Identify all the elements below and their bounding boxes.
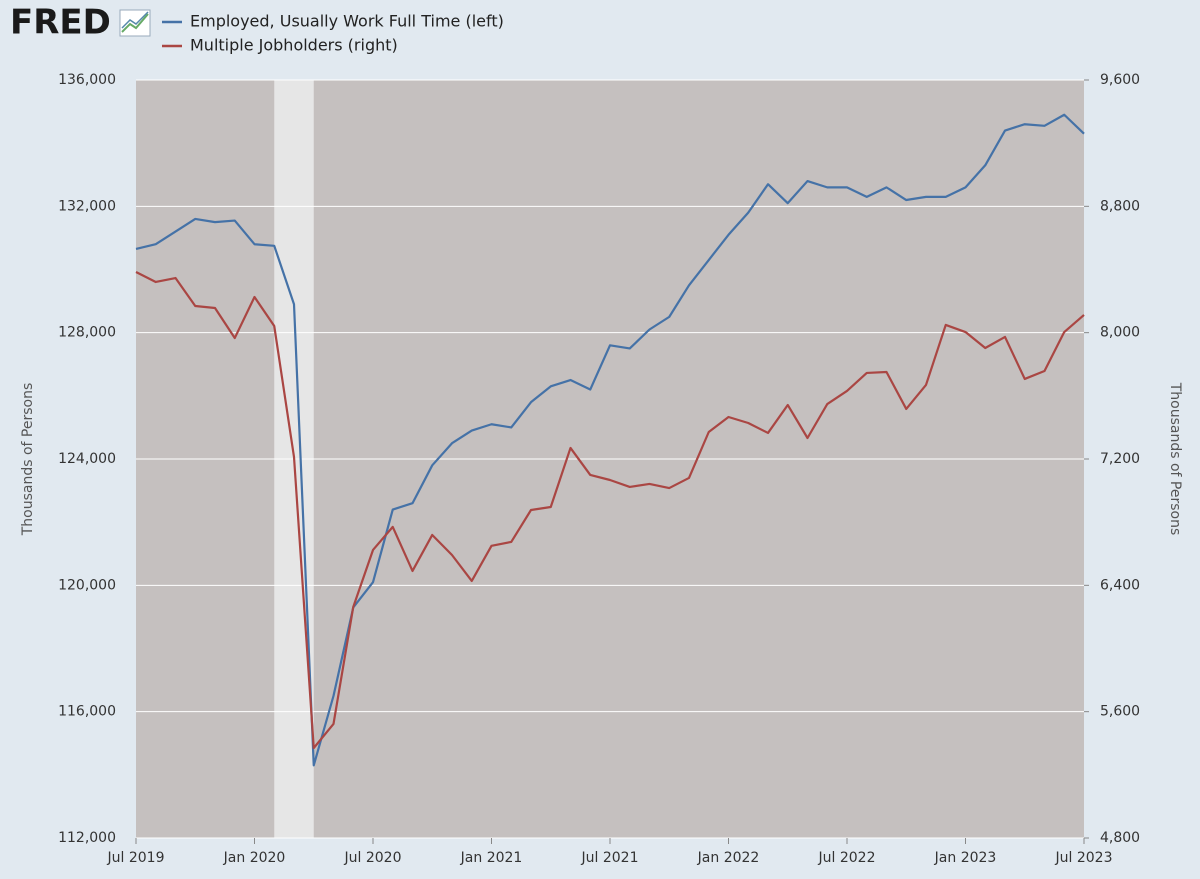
logo: FRED — [10, 3, 111, 43]
y-tick-label: 128,000 — [58, 325, 116, 341]
x-tick-label: Jan 2022 — [697, 850, 760, 866]
x-tick-label: Jul 2022 — [818, 850, 876, 866]
x-tick-label: Jul 2023 — [1055, 850, 1113, 866]
y2-tick-label: 8,800 — [1100, 198, 1140, 214]
y2-axis-label: Thousands of Persons — [1167, 382, 1183, 536]
x-tick-label: Jan 2020 — [223, 850, 286, 866]
y2-tick-label: 9,600 — [1100, 72, 1140, 88]
y-tick-label: 132,000 — [58, 198, 116, 214]
legend-label: Employed, Usually Work Full Time (left) — [190, 12, 504, 31]
y-tick-label: 124,000 — [58, 451, 116, 467]
y-tick-label: 112,000 — [58, 830, 116, 846]
y2-tick-label: 7,200 — [1100, 451, 1140, 467]
x-tick-label: Jul 2020 — [344, 850, 402, 866]
x-tick-label: Jul 2019 — [107, 850, 165, 866]
x-tick-label: Jul 2021 — [581, 850, 639, 866]
y2-tick-label: 4,800 — [1100, 830, 1140, 846]
y-axis-label: Thousands of Persons — [20, 383, 36, 537]
y2-tick-label: 8,000 — [1100, 325, 1140, 341]
y-tick-label: 116,000 — [58, 704, 116, 720]
y-tick-label: 120,000 — [58, 577, 116, 593]
x-tick-label: Jan 2023 — [934, 850, 997, 866]
y2-tick-label: 6,400 — [1100, 577, 1140, 593]
series-line — [135, 113, 1085, 767]
y2-tick-label: 5,600 — [1100, 704, 1140, 720]
legend-label: Multiple Jobholders (right) — [190, 36, 398, 55]
y-tick-label: 136,000 — [58, 72, 116, 88]
logo-icon — [119, 9, 151, 37]
series-line — [135, 271, 1085, 750]
x-tick-label: Jan 2021 — [460, 850, 523, 866]
